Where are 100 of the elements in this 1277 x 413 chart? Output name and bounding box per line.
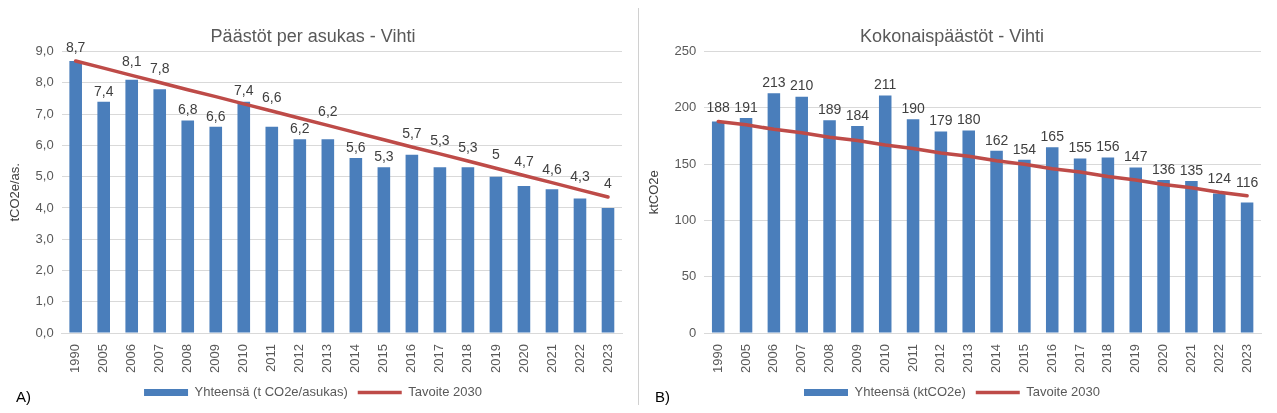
y-tick-label: 150 bbox=[674, 155, 697, 171]
data-label: 210 bbox=[790, 77, 814, 94]
bar bbox=[934, 131, 948, 333]
y-tick-label: 200 bbox=[674, 99, 697, 115]
bar bbox=[739, 118, 753, 333]
y-tick-label: 0,0 bbox=[35, 324, 54, 340]
x-tick-label: 2011 bbox=[263, 344, 279, 373]
data-label: 5,6 bbox=[346, 138, 366, 155]
x-tick-label: 2018 bbox=[459, 344, 475, 373]
chart-title: Kokonaispäästöt - Vihti bbox=[860, 25, 1044, 46]
bar bbox=[489, 176, 503, 333]
x-tick-label: 2006 bbox=[123, 344, 139, 373]
bar bbox=[962, 130, 975, 333]
y-axis-title: tCO2e/as. bbox=[7, 163, 23, 222]
bar bbox=[851, 125, 864, 333]
x-tick-label: 2013 bbox=[319, 344, 335, 373]
bar bbox=[321, 139, 335, 333]
y-axis-title: ktCO2e bbox=[646, 170, 662, 215]
data-label: 136 bbox=[1151, 160, 1176, 177]
bar bbox=[1129, 167, 1142, 333]
data-label: 155 bbox=[1068, 139, 1092, 156]
data-label: 156 bbox=[1096, 138, 1120, 155]
x-tick-label: 2019 bbox=[1127, 344, 1143, 373]
bar bbox=[1212, 193, 1226, 333]
data-label: 8,7 bbox=[65, 38, 86, 55]
data-label: 7,4 bbox=[234, 81, 254, 98]
data-label: 211 bbox=[874, 76, 897, 93]
data-label: 6,8 bbox=[178, 101, 198, 118]
y-tick-label: 0 bbox=[689, 324, 697, 340]
x-tick-label: 2021 bbox=[543, 344, 559, 373]
x-tick-label: 2015 bbox=[375, 344, 391, 373]
data-label: 4,3 bbox=[570, 167, 590, 184]
bar bbox=[767, 93, 781, 333]
data-label: 5,3 bbox=[458, 138, 478, 155]
data-label: 191 bbox=[734, 98, 758, 115]
bar bbox=[1157, 179, 1170, 333]
bar bbox=[795, 96, 808, 333]
legend-label: Yhteensä (t CO2e/asukas) bbox=[194, 384, 348, 400]
x-tick-label: 2008 bbox=[179, 344, 195, 373]
data-label: 165 bbox=[1040, 128, 1065, 145]
data-label: 213 bbox=[762, 74, 786, 91]
data-label: 184 bbox=[845, 106, 870, 123]
x-tick-label: 2017 bbox=[431, 344, 447, 373]
legend-label: Tavoite 2030 bbox=[1026, 384, 1101, 400]
data-label: 5,7 bbox=[402, 124, 422, 141]
bar bbox=[1240, 202, 1254, 333]
x-tick-label: 2022 bbox=[1210, 344, 1226, 373]
data-label: 4,7 bbox=[514, 153, 534, 170]
bar bbox=[153, 89, 167, 333]
y-tick-label: 1,0 bbox=[35, 293, 54, 309]
data-label: 4,6 bbox=[542, 160, 562, 177]
y-tick-label: 250 bbox=[674, 43, 697, 59]
legend-label: Yhteensä (ktCO2e) bbox=[854, 384, 966, 400]
x-tick-label: 2014 bbox=[988, 344, 1004, 373]
x-tick-label: 2015 bbox=[1015, 344, 1031, 373]
x-tick-label: 2009 bbox=[207, 344, 223, 373]
x-tick-label: 1990 bbox=[709, 344, 725, 373]
y-tick-label: 8,0 bbox=[35, 74, 54, 90]
data-label: 4 bbox=[604, 174, 613, 191]
y-tick-label: 6,0 bbox=[35, 137, 54, 152]
data-label: 189 bbox=[817, 101, 842, 118]
x-tick-label: 2014 bbox=[347, 344, 363, 373]
data-label: 162 bbox=[984, 131, 1009, 148]
data-label: 154 bbox=[1012, 140, 1037, 157]
text: A) bbox=[16, 388, 31, 405]
legend-label: Tavoite 2030 bbox=[408, 384, 482, 400]
bar bbox=[209, 126, 223, 333]
x-tick-label: 2018 bbox=[1099, 344, 1115, 373]
data-label: 6,2 bbox=[318, 103, 338, 120]
bar bbox=[1045, 147, 1059, 333]
x-tick-label: 2022 bbox=[571, 344, 587, 373]
data-label: 5,3 bbox=[374, 148, 394, 165]
chart-title: Päästöt per asukas - Vihti bbox=[210, 25, 416, 46]
y-tick-label: 7,0 bbox=[35, 105, 54, 121]
data-label: 180 bbox=[957, 111, 981, 128]
x-tick-label: 2008 bbox=[821, 344, 837, 373]
bar bbox=[181, 120, 195, 333]
data-label: 6,6 bbox=[206, 107, 226, 124]
bar bbox=[405, 154, 419, 333]
bar bbox=[1185, 181, 1198, 333]
x-tick-label: 2020 bbox=[1155, 344, 1171, 373]
bar bbox=[293, 139, 307, 333]
data-label: 5 bbox=[492, 146, 501, 163]
x-tick-label: 2013 bbox=[960, 344, 976, 373]
bar bbox=[878, 95, 892, 333]
x-tick-label: 2016 bbox=[1043, 344, 1059, 373]
x-tick-label: 2007 bbox=[793, 344, 809, 373]
text: B) bbox=[655, 388, 670, 405]
x-tick-label: 2005 bbox=[95, 344, 111, 373]
y-tick-label: 5,0 bbox=[35, 168, 54, 184]
x-tick-label: 2010 bbox=[876, 344, 892, 373]
bar bbox=[69, 60, 82, 333]
data-label: 8,1 bbox=[121, 53, 142, 70]
x-tick-label: 2010 bbox=[235, 344, 251, 373]
y-tick-label: 100 bbox=[674, 212, 697, 228]
bar bbox=[517, 186, 531, 333]
y-tick-label: 2,0 bbox=[35, 262, 54, 278]
x-tick-label: 2023 bbox=[1238, 344, 1254, 373]
data-label: 188 bbox=[706, 99, 731, 116]
data-label: 179 bbox=[929, 112, 953, 129]
